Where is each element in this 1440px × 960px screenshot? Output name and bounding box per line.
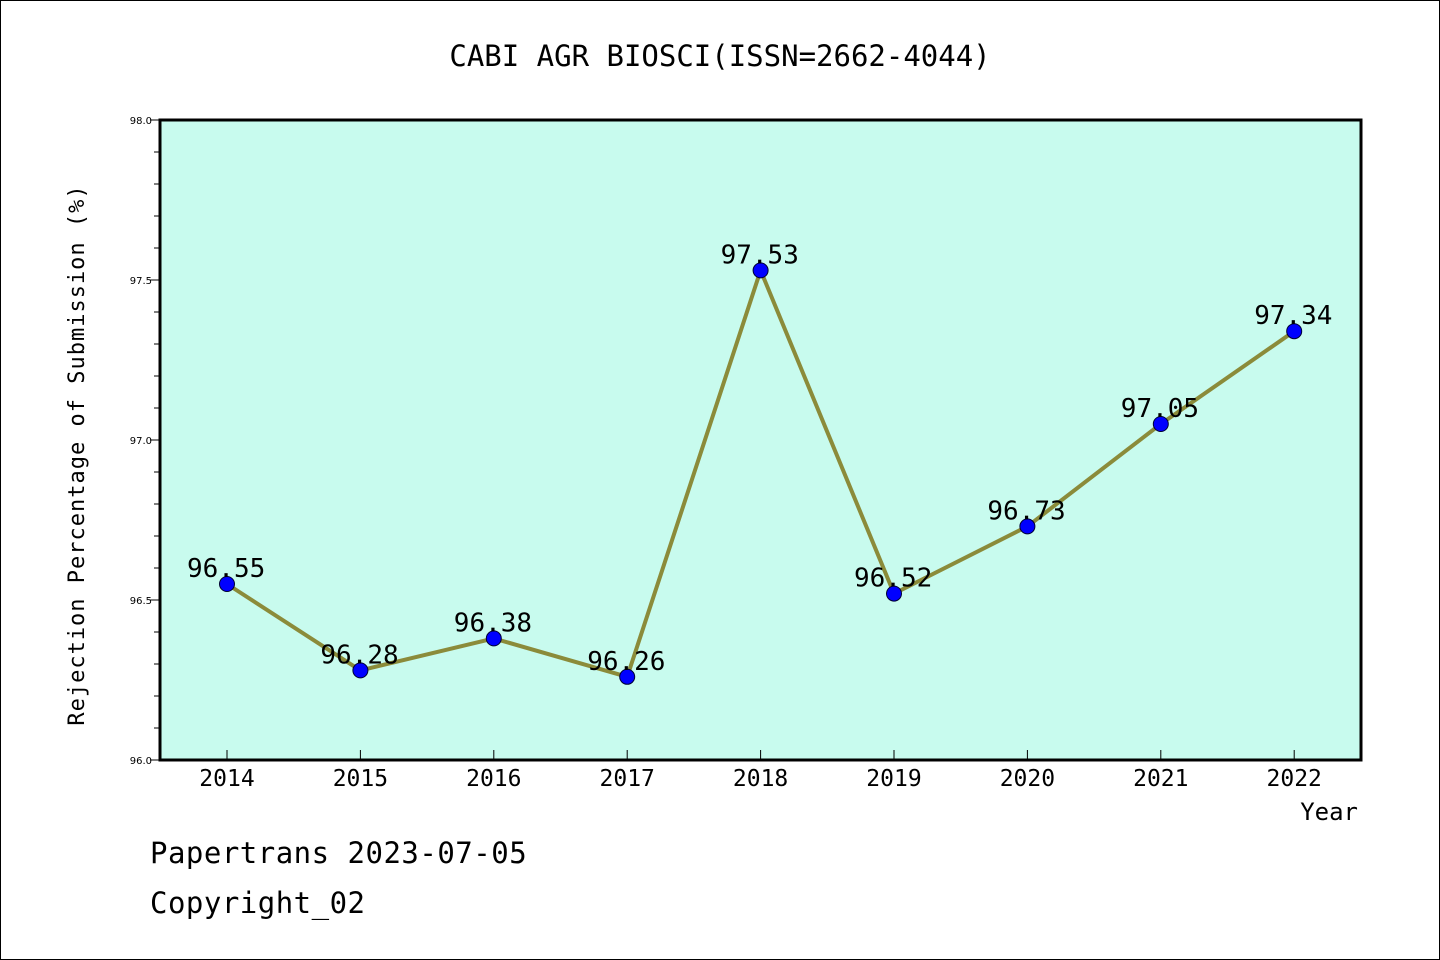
data-label: 96.26	[587, 647, 665, 677]
data-label: 97.34	[1254, 301, 1332, 331]
footer-copyright: Copyright_02	[150, 886, 366, 920]
x-tick-label: 2020	[1000, 766, 1055, 792]
data-point	[1286, 323, 1303, 340]
y-tick-label: 98.0	[130, 116, 152, 127]
data-label: 96.28	[320, 640, 398, 670]
x-tick-label: 2022	[1267, 766, 1322, 792]
chart-title: CABI AGR BIOSCI(ISSN=2662-4044)	[449, 39, 990, 73]
series-layer	[219, 262, 1303, 685]
x-tick-label: 2021	[1133, 766, 1188, 792]
data-label-layer: 96.55 96.28 96.38 96.26 97.53 96.52 96.73 97.05…	[187, 240, 1332, 676]
x-tick-label: 2017	[600, 766, 655, 792]
data-label: 97.53	[721, 240, 799, 270]
data-label: 96.38	[454, 608, 532, 638]
y-tick-label: 97.0	[130, 436, 152, 447]
y-axis-label: Rejection Percentage of Submission (%)	[65, 184, 90, 725]
plot-area	[158, 118, 1363, 762]
data-point	[352, 662, 369, 679]
x-axis: 2014 2015 2016 2017 2018 2019 2020 2021 2022	[199, 750, 1322, 792]
data-point	[1019, 518, 1036, 535]
data-point	[886, 585, 902, 602]
y-tick-label: 96.5	[130, 596, 152, 607]
x-tick-label: 2015	[333, 766, 388, 792]
data-point	[219, 576, 235, 592]
y-tick-label: 96.0	[130, 756, 152, 767]
data-label: 96.55	[187, 554, 265, 584]
x-axis-label: Year	[1300, 798, 1358, 826]
data-point	[619, 668, 636, 685]
x-tick-label: 2019	[866, 766, 921, 792]
data-point	[752, 262, 769, 279]
data-point	[485, 630, 502, 647]
data-point	[1152, 416, 1169, 432]
x-tick-label: 2016	[466, 766, 521, 792]
data-label: 96.52	[854, 564, 932, 594]
y-axis: 96.0 96.5 97.0 97.5 98.0	[130, 116, 160, 767]
data-label: 97.05	[1121, 394, 1199, 424]
footer-date: Papertrans 2023-07-05	[150, 836, 528, 870]
y-tick-label: 97.5	[130, 276, 152, 287]
x-tick-label: 2018	[733, 766, 788, 792]
data-label: 96.73	[987, 496, 1065, 526]
x-tick-label: 2014	[199, 766, 254, 792]
